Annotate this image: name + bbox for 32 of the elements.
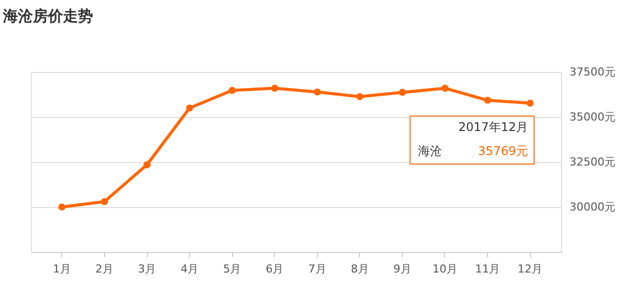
point: [143, 161, 151, 168]
y-tick-label: 37500元: [570, 66, 616, 78]
point: [356, 93, 364, 100]
x-tick-label: 6月: [266, 262, 284, 276]
chart-title: 海沧房价走势: [2, 7, 93, 25]
point: [228, 86, 236, 94]
point: [526, 100, 534, 107]
point: [484, 96, 492, 104]
x-tick-label: 11月: [475, 262, 500, 276]
point: [58, 203, 66, 211]
x-tick-label: 8月: [350, 262, 369, 276]
point: [398, 88, 406, 96]
x-tick-label: 7月: [308, 262, 326, 276]
text: 海沧: [418, 144, 442, 158]
x-tick-label: 5月: [223, 262, 242, 276]
annotation: 2017年12月: [458, 120, 528, 134]
data-label: 35769元: [478, 144, 528, 158]
x-tick-label: 3月: [138, 262, 156, 276]
y-tick-label: 32500元: [570, 156, 616, 168]
y-tick-label: 35000元: [570, 110, 616, 124]
x-tick-label: 2月: [95, 262, 114, 276]
point: [100, 198, 108, 206]
x-tick-label: 4月: [180, 262, 199, 276]
x-tick-label: 12月: [518, 262, 543, 276]
x-tick-label: 9月: [393, 262, 412, 276]
y-tick-label: 30000元: [570, 200, 616, 214]
point: [271, 84, 278, 92]
point: [186, 104, 194, 112]
x-tick-label: 1月: [52, 262, 71, 276]
point: [441, 84, 449, 92]
x-tick-label: 10月: [432, 262, 458, 276]
point: [314, 88, 321, 96]
